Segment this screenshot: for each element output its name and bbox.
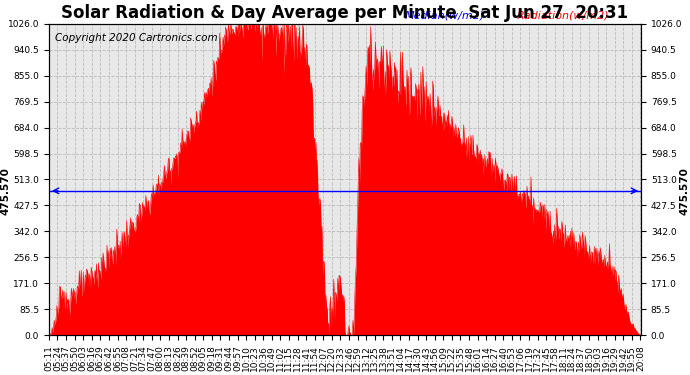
Text: 475.570: 475.570 [680, 167, 689, 215]
Title: Solar Radiation & Day Average per Minute  Sat Jun 27  20:31: Solar Radiation & Day Average per Minute… [61, 4, 629, 22]
Text: Radiation(w/m2): Radiation(w/m2) [517, 10, 609, 21]
Text: Median(w/m2): Median(w/m2) [404, 10, 484, 21]
Text: Copyright 2020 Cartronics.com: Copyright 2020 Cartronics.com [55, 33, 217, 43]
Text: 475.570: 475.570 [1, 167, 10, 215]
